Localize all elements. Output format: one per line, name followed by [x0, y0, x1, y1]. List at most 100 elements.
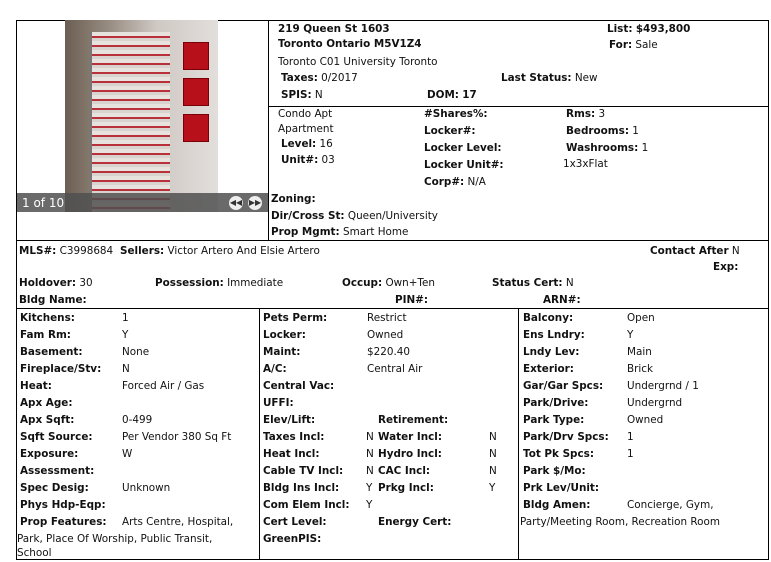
field-label: GreenPIS: — [263, 533, 322, 545]
occupancy: Occup: Own+Ten — [342, 276, 435, 290]
border-left — [16, 20, 17, 560]
divider — [268, 20, 269, 240]
washroom-detail: 1x3xFlat — [563, 158, 608, 170]
field-label: A/C: — [263, 363, 287, 375]
dom: DOM: 17 — [427, 88, 477, 102]
label: Dir/Cross St: — [271, 210, 345, 222]
rewind-icon[interactable]: ◀◀ — [229, 196, 243, 210]
field-label: Prkg Incl: — [378, 482, 434, 494]
field-label: Spec Desig: — [20, 482, 89, 494]
label: Last Status: — [501, 72, 572, 84]
label: Possession: — [155, 277, 224, 289]
field-value: 1 — [627, 431, 634, 443]
value: 16 — [319, 138, 333, 150]
area: Toronto C01 University Toronto — [278, 56, 438, 68]
field-label: Hydro Incl: — [378, 448, 442, 460]
value: C3998684 — [59, 245, 114, 257]
field-label: Cert Level: — [263, 516, 327, 528]
field-value: N — [366, 448, 374, 460]
field-value: Owned — [627, 414, 664, 426]
field-label: Park Type: — [523, 414, 585, 426]
field-value: Arts Centre, Hospital, — [122, 516, 234, 528]
field-label: CAC Incl: — [378, 465, 431, 477]
zoning: Zoning: — [271, 193, 316, 205]
field-label: Heat Incl: — [263, 448, 320, 460]
field-label: Maint: — [263, 346, 301, 358]
field-label: Bldg Ins Incl: — [263, 482, 340, 494]
field-label: Taxes Incl: — [263, 431, 325, 443]
border-top — [16, 20, 769, 21]
field-value: School — [17, 547, 52, 559]
sellers: Sellers: Victor Artero And Elsie Artero — [120, 244, 320, 258]
shares: #Shares%: — [424, 108, 488, 120]
label: Rms: — [566, 108, 596, 120]
listing-photo[interactable] — [65, 20, 218, 212]
field-value: Undergrnd — [627, 397, 683, 409]
value: 3 — [598, 108, 606, 120]
value: Sale — [635, 39, 658, 51]
type2: Apartment — [278, 123, 334, 135]
value: Queen/University — [347, 210, 438, 222]
wall-art — [183, 78, 209, 106]
field-value: 0-499 — [122, 414, 153, 426]
field-value: Unknown — [122, 482, 171, 494]
field-value: Park, Place Of Worship, Public Transit, — [17, 533, 213, 545]
divider — [259, 308, 260, 560]
field-value: Y — [627, 329, 634, 341]
field-label: Prop Features: — [20, 516, 107, 528]
unit: Unit#: 03 — [281, 153, 335, 167]
status-cert: Status Cert: N — [492, 276, 574, 290]
value: $493,800 — [635, 23, 691, 35]
field-label: Tot Pk Spcs: — [523, 448, 594, 460]
field-label: Energy Cert: — [378, 516, 452, 528]
label: Prop Mgmt: — [271, 226, 340, 238]
spis: SPIS: N — [281, 88, 323, 102]
value: 0/2017 — [321, 72, 358, 84]
locker-unit: Locker Unit#: — [424, 159, 504, 171]
value: N — [314, 89, 323, 101]
exp: Exp: — [713, 261, 739, 273]
label: Unit#: — [281, 154, 319, 166]
divider — [16, 240, 769, 241]
label: Washrooms: — [566, 142, 639, 154]
divider — [268, 106, 768, 107]
field-label: Exposure: — [20, 448, 79, 460]
field-label: Exterior: — [523, 363, 574, 375]
field-value: Y — [489, 482, 496, 494]
last-status: Last Status: New — [501, 71, 598, 85]
label: Corp#: — [424, 176, 465, 188]
field-label: Apx Sqft: — [20, 414, 75, 426]
value: 03 — [321, 154, 335, 166]
field-label: Water Incl: — [378, 431, 442, 443]
value: 1 — [641, 142, 649, 154]
field-value: Restrict — [367, 312, 407, 324]
field-value: Y — [366, 499, 373, 511]
field-value: N — [122, 363, 130, 375]
address-line1: 219 Queen St 1603 — [278, 23, 390, 35]
field-value: N — [489, 465, 497, 477]
photo-counter: 1 of 10 — [22, 196, 65, 210]
field-label: Fireplace/Stv: — [20, 363, 102, 375]
field-label: Heat: — [20, 380, 52, 392]
value: 1 — [632, 125, 639, 137]
level: Level: 16 — [281, 137, 333, 151]
field-value: 1 — [122, 312, 129, 324]
field-label: Bldg Amen: — [523, 499, 591, 511]
field-label: Pets Perm: — [263, 312, 328, 324]
mls: MLS#: C3998684 — [19, 244, 113, 258]
field-value: Forced Air / Gas — [122, 380, 205, 392]
wall-art — [183, 42, 209, 70]
value: New — [574, 72, 598, 84]
value: 17 — [462, 89, 477, 101]
field-label: Basement: — [20, 346, 83, 358]
field-label: Park $/Mo: — [523, 465, 586, 477]
field-value: Brick — [627, 363, 654, 375]
field-label: Kitchens: — [20, 312, 75, 324]
label: SPIS: — [281, 89, 312, 101]
divider — [16, 308, 769, 309]
list-price: List: $493,800 — [607, 22, 690, 36]
divider — [518, 308, 519, 560]
fast-forward-icon[interactable]: ▶▶ — [248, 196, 262, 210]
photo-nav-bar — [17, 193, 268, 212]
value: Smart Home — [342, 226, 409, 238]
